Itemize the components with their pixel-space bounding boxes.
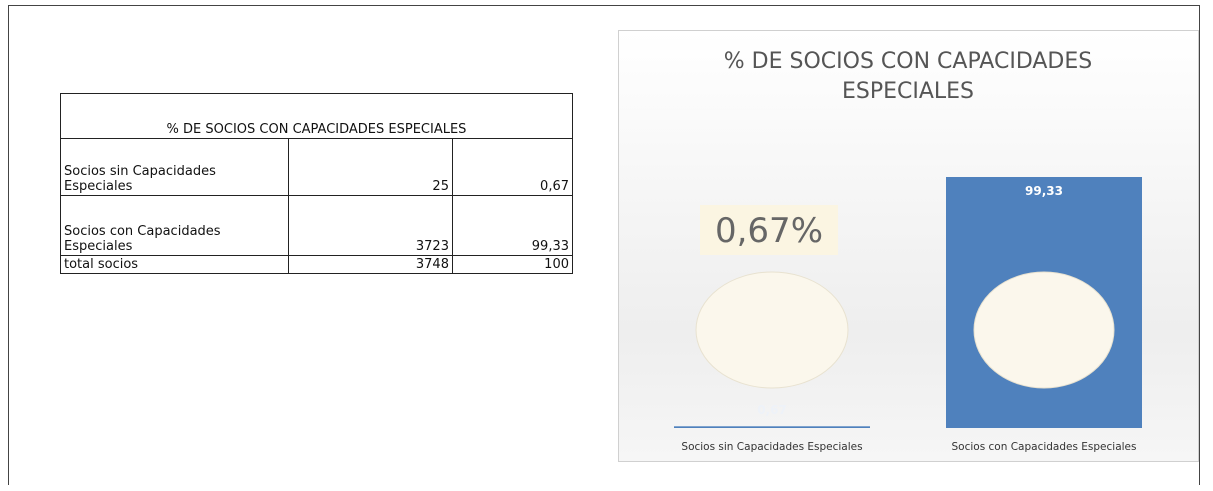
x-tick-label: Socios sin Capacidades Especiales	[681, 441, 862, 453]
table-cell: 100	[451, 255, 574, 274]
table-title: % DE SOCIOS CON CAPACIDADES ESPECIALES	[60, 93, 573, 139]
table-cell: Socios sin Capacidades Especiales	[60, 138, 289, 196]
sheet-frame	[8, 5, 1200, 485]
value-label: 0,67	[757, 403, 787, 417]
value-label: 99,33	[1025, 184, 1063, 198]
table-cell: 0,67	[451, 138, 574, 196]
bar	[674, 426, 870, 428]
x-tick-label: Socios con Capacidades Especiales	[952, 441, 1137, 453]
chart-title: % DE SOCIOS CON CAPACIDADES ESPECIALES	[723, 49, 1093, 104]
table-cell: 3748	[287, 255, 453, 274]
annotation: 0,67%	[715, 211, 823, 251]
table-cell: Socios con Capacidades Especiales	[60, 195, 289, 256]
annotation-box	[700, 205, 838, 255]
table-cell: 3723	[287, 195, 453, 256]
illustration	[695, 271, 849, 389]
data-table: % DE SOCIOS CON CAPACIDADES ESPECIALES S…	[60, 93, 574, 274]
illustration	[973, 271, 1115, 389]
table-cell: 25	[287, 138, 453, 196]
